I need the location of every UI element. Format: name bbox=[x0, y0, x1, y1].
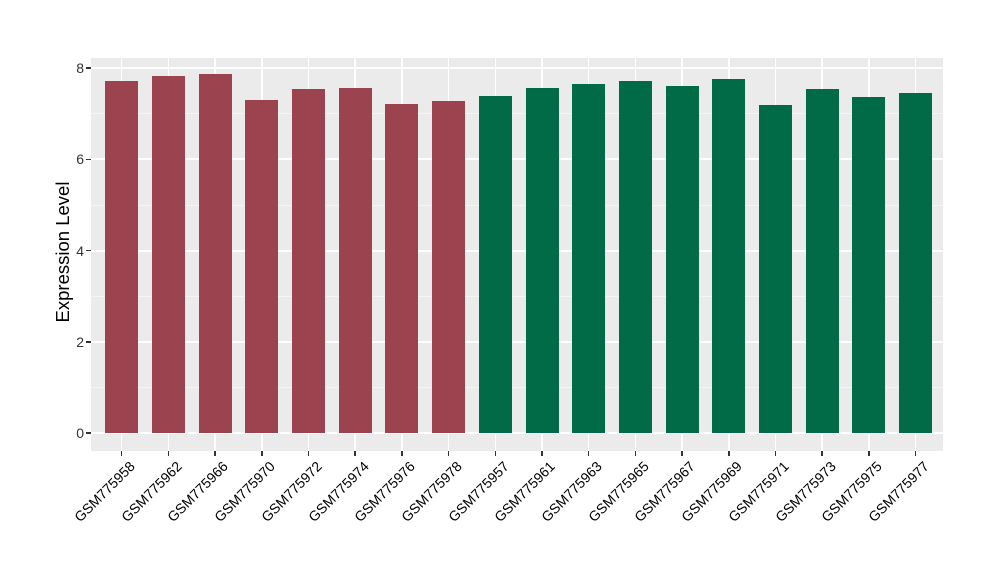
bar-GSM775967 bbox=[665, 85, 699, 433]
bar-GSM775963 bbox=[572, 83, 606, 433]
bar-GSM775957 bbox=[478, 95, 512, 433]
y-tick-mark bbox=[86, 249, 91, 252]
bar-GSM775966 bbox=[198, 74, 232, 433]
x-tick-mark bbox=[728, 451, 730, 456]
x-tick-mark bbox=[214, 451, 216, 456]
gridline-minor bbox=[91, 295, 943, 297]
x-tick-mark bbox=[774, 451, 777, 456]
x-tick-mark bbox=[167, 451, 170, 456]
x-tick-mark bbox=[634, 451, 637, 456]
y-tick-label: 6 bbox=[76, 151, 84, 168]
x-tick-mark bbox=[354, 451, 356, 456]
y-tick-label: 2 bbox=[76, 333, 84, 350]
bar-GSM775970 bbox=[245, 99, 279, 433]
bar-GSM775978 bbox=[432, 100, 466, 433]
bar-GSM775962 bbox=[151, 76, 185, 433]
y-tick-label: 4 bbox=[76, 242, 84, 259]
x-tick-mark bbox=[307, 451, 310, 456]
x-tick-mark bbox=[587, 451, 590, 456]
gridline-major bbox=[91, 432, 943, 434]
y-tick-mark bbox=[86, 432, 91, 434]
x-tick-mark bbox=[868, 451, 870, 456]
x-tick-mark bbox=[821, 451, 823, 456]
bar-GSM775976 bbox=[385, 104, 419, 433]
bar-GSM775961 bbox=[525, 87, 559, 433]
x-tick-mark bbox=[914, 451, 917, 456]
x-tick-mark bbox=[447, 451, 450, 456]
gridline-minor bbox=[91, 204, 943, 206]
gridline-major bbox=[91, 340, 943, 343]
x-tick-mark bbox=[681, 451, 683, 456]
gridline-minor bbox=[91, 386, 943, 388]
x-tick-mark bbox=[261, 451, 263, 456]
x-tick-mark bbox=[120, 451, 123, 456]
bar-GSM775973 bbox=[805, 88, 839, 433]
bar-GSM775965 bbox=[618, 80, 652, 433]
bar-GSM775972 bbox=[292, 88, 325, 433]
x-tick-mark bbox=[494, 451, 497, 456]
bar-GSM775969 bbox=[712, 78, 746, 433]
gridline-major bbox=[91, 158, 943, 161]
bar-GSM775958 bbox=[105, 80, 139, 433]
gridline-major bbox=[91, 249, 943, 252]
y-tick-mark bbox=[86, 341, 91, 343]
y-tick-label: 8 bbox=[76, 60, 84, 77]
bar-GSM775977 bbox=[899, 93, 933, 433]
plot-panel bbox=[91, 58, 943, 451]
bar-GSM775975 bbox=[852, 96, 886, 433]
bar-GSM775974 bbox=[338, 87, 372, 433]
y-tick-label: 0 bbox=[76, 425, 84, 441]
y-tick-mark bbox=[86, 158, 91, 161]
gridline-major bbox=[91, 67, 943, 70]
x-tick-mark bbox=[541, 451, 543, 456]
gridline-minor bbox=[91, 113, 943, 115]
bar-GSM775971 bbox=[759, 105, 792, 433]
y-tick-mark bbox=[86, 67, 91, 69]
x-tick-mark bbox=[401, 451, 403, 456]
